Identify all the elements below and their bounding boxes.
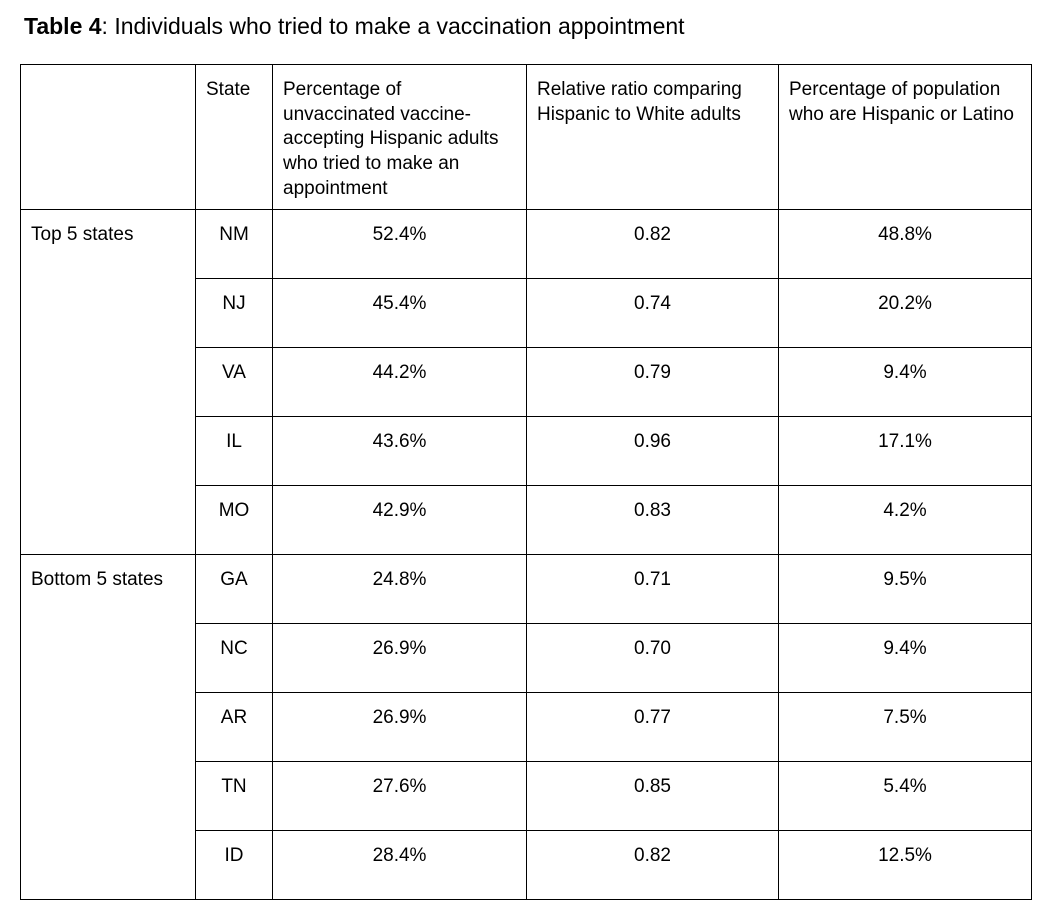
header-pct-hispanic-population: Percentage of population who are Hispani… — [778, 63, 1032, 211]
table-row: IL 43.6% 0.96 17.1% — [21, 416, 1032, 487]
header-pct-tried-appointment: Percentage of unvaccinated vaccine-accep… — [272, 63, 527, 211]
pct-hispanic-cell: 9.4% — [778, 623, 1032, 694]
state-cell: NM — [195, 209, 273, 280]
table-caption: Table 4: Individuals who tried to make a… — [24, 12, 685, 42]
table-row: AR 26.9% 0.77 7.5% — [21, 692, 1032, 763]
state-cell: TN — [195, 761, 273, 832]
state-cell: GA — [195, 554, 273, 625]
pct-hispanic-cell: 17.1% — [778, 416, 1032, 487]
pct-tried-cell: 28.4% — [272, 830, 527, 901]
state-cell: NC — [195, 623, 273, 694]
vaccination-appointment-table: State Percentage of unvaccinated vaccine… — [20, 63, 1032, 901]
table-row: Top 5 states NM 52.4% 0.82 48.8% — [20, 209, 1032, 556]
ratio-cell: 0.83 — [526, 485, 779, 556]
table-row: VA 44.2% 0.79 9.4% — [21, 347, 1032, 418]
ratio-cell: 0.77 — [526, 692, 779, 763]
pct-hispanic-cell: 20.2% — [778, 278, 1032, 349]
pct-hispanic-cell: 48.8% — [778, 209, 1032, 280]
group-label-bottom5: Bottom 5 states — [20, 554, 196, 901]
pct-tried-cell: 27.6% — [272, 761, 527, 832]
header-empty-cell — [20, 63, 196, 211]
header-state: State — [195, 63, 273, 211]
table-row: TN 27.6% 0.85 5.4% — [21, 761, 1032, 832]
ratio-cell: 0.82 — [526, 209, 779, 280]
state-cell: AR — [195, 692, 273, 763]
pct-tried-cell: 26.9% — [272, 692, 527, 763]
pct-tried-cell: 26.9% — [272, 623, 527, 694]
table-row: Bottom 5 states GA 24.8% 0.71 9.5% — [20, 554, 1032, 901]
table-row: NJ 45.4% 0.74 20.2% — [21, 278, 1032, 349]
state-cell: IL — [195, 416, 273, 487]
pct-tried-cell: 45.4% — [272, 278, 527, 349]
ratio-cell: 0.70 — [526, 623, 779, 694]
pct-hispanic-cell: 12.5% — [778, 830, 1032, 901]
table-row: NC 26.9% 0.70 9.4% — [21, 623, 1032, 694]
state-cell: NJ — [195, 278, 273, 349]
ratio-cell: 0.82 — [526, 830, 779, 901]
table-caption-text: : Individuals who tried to make a vaccin… — [101, 13, 685, 39]
group-label-top5: Top 5 states — [20, 209, 196, 556]
pct-tried-cell: 52.4% — [272, 209, 527, 280]
pct-hispanic-cell: 5.4% — [778, 761, 1032, 832]
pct-hispanic-cell: 7.5% — [778, 692, 1032, 763]
state-cell: VA — [195, 347, 273, 418]
pct-hispanic-cell: 9.4% — [778, 347, 1032, 418]
pct-tried-cell: 44.2% — [272, 347, 527, 418]
ratio-cell: 0.96 — [526, 416, 779, 487]
ratio-cell: 0.71 — [526, 554, 779, 625]
table-header-row: State Percentage of unvaccinated vaccine… — [20, 63, 1032, 211]
state-cell: MO — [195, 485, 273, 556]
ratio-cell: 0.85 — [526, 761, 779, 832]
ratio-cell: 0.74 — [526, 278, 779, 349]
table-row: MO 42.9% 0.83 4.2% — [21, 485, 1032, 556]
table-row: ID 28.4% 0.82 12.5% — [21, 830, 1032, 901]
ratio-cell: 0.79 — [526, 347, 779, 418]
table-caption-number: Table 4 — [24, 13, 102, 39]
pct-tried-cell: 24.8% — [272, 554, 527, 625]
pct-hispanic-cell: 9.5% — [778, 554, 1032, 625]
pct-hispanic-cell: 4.2% — [778, 485, 1032, 556]
state-cell: ID — [195, 830, 273, 901]
pct-tried-cell: 43.6% — [272, 416, 527, 487]
header-relative-ratio: Relative ratio comparing Hispanic to Whi… — [526, 63, 779, 211]
pct-tried-cell: 42.9% — [272, 485, 527, 556]
